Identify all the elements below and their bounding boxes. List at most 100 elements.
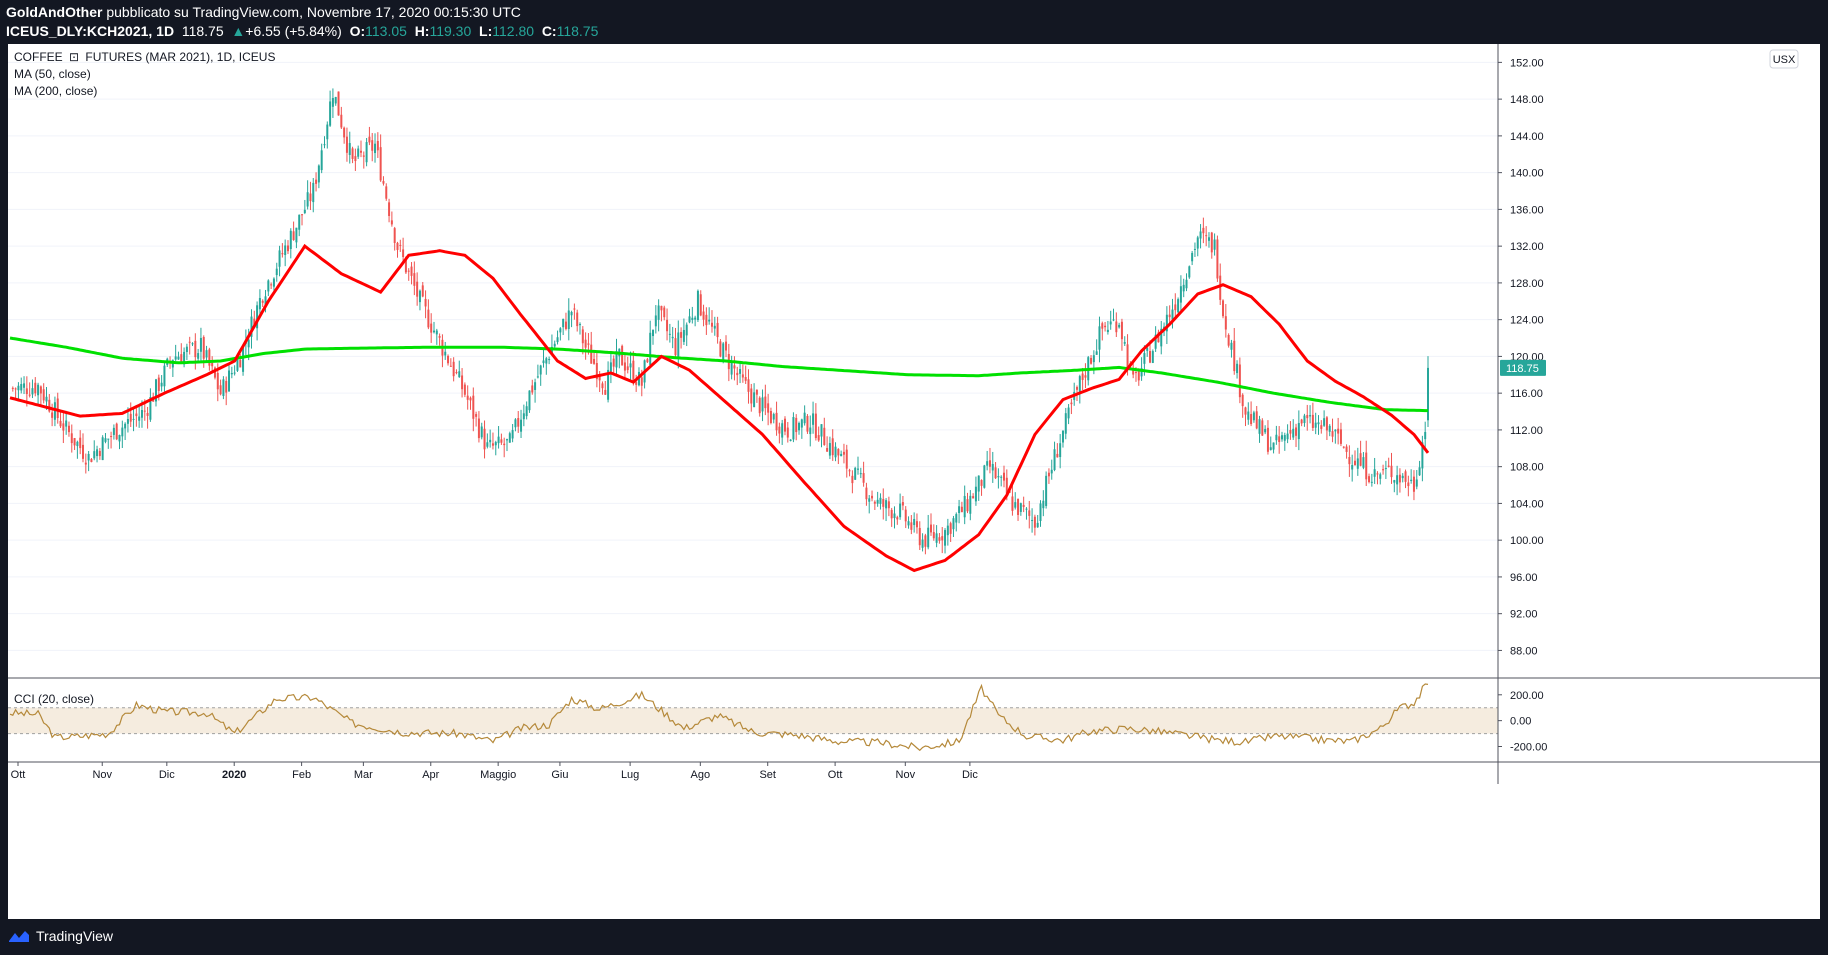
candle-body (1056, 453, 1059, 458)
price-badge: 118.75 (1500, 359, 1546, 376)
candle-body (486, 442, 489, 447)
candle-body (256, 305, 259, 329)
candle-body (598, 374, 601, 381)
candles-layer (11, 88, 1429, 555)
candle-body (112, 427, 115, 435)
chart-canvas[interactable]: 152.00 148.00 144.00 140.00 136.00 132.00 128.… (8, 44, 1820, 919)
arrow-up-icon: ▲ (231, 23, 246, 39)
grid (8, 61, 1498, 651)
author-name[interactable]: GoldAndOther (6, 4, 103, 20)
candle-body (702, 311, 705, 320)
candle-body (14, 388, 17, 390)
candle-body (382, 181, 385, 184)
candle-body (121, 427, 124, 437)
currency-button[interactable]: USX (1769, 49, 1799, 69)
candle-body (34, 382, 37, 394)
candle-body (84, 462, 87, 465)
candle-body (893, 513, 896, 519)
candle-body (455, 372, 458, 374)
candle-body (941, 536, 944, 541)
candle-body (104, 438, 107, 442)
candle-body (688, 316, 691, 323)
candle-body (199, 337, 202, 352)
candle-body (329, 101, 332, 126)
candle-body (946, 525, 949, 536)
candle-body (713, 325, 716, 329)
candle-body (1337, 428, 1340, 434)
candle-body (986, 461, 989, 466)
candle-body (1050, 469, 1053, 474)
candle-body (407, 270, 410, 272)
cci-tick-label: 0.00 (1510, 716, 1531, 728)
candle-body (267, 280, 270, 292)
candle-body (1017, 498, 1020, 515)
candle-body (1410, 479, 1413, 482)
candle-body (593, 358, 596, 364)
candle-body (494, 442, 497, 446)
candle-body (1146, 347, 1149, 351)
candle-body (708, 319, 711, 322)
candle-body (376, 140, 379, 151)
candle-body (913, 518, 916, 526)
candle-body (750, 388, 753, 404)
candle-body (781, 423, 784, 438)
candle-body (952, 518, 955, 530)
candle-body (1196, 237, 1199, 249)
candle-body (842, 451, 845, 455)
candle-body (949, 523, 952, 534)
candle-body (17, 385, 20, 391)
candle-body (23, 383, 26, 388)
candle-body (887, 501, 890, 509)
candle-body (1365, 452, 1368, 480)
candle-body (806, 415, 809, 432)
candle-body (944, 530, 947, 546)
candle-body (1334, 429, 1337, 432)
candle-body (1427, 367, 1429, 421)
candle-body (253, 318, 256, 327)
candle-body (531, 385, 534, 393)
candle-body (1171, 309, 1174, 320)
candle-body (272, 278, 275, 287)
candle-body (11, 387, 14, 389)
high-value: 119.30 (429, 23, 472, 39)
candle-body (977, 475, 980, 492)
currency-icon: ⊡ (69, 50, 79, 64)
candle-body (491, 443, 494, 446)
candle-body (1224, 316, 1227, 330)
candle-body (163, 365, 166, 387)
symbol-info: ICEUS_DLY:KCH2021, 1D 118.75 ▲+6.55 (+5.… (6, 23, 598, 39)
candle-body (955, 514, 958, 523)
scale-borders (8, 44, 1820, 784)
candle-body (1339, 429, 1342, 444)
candle-body (135, 413, 138, 417)
candle-body (1154, 334, 1157, 349)
candle-body (25, 388, 28, 395)
candle-body (124, 423, 127, 429)
candle-body (1353, 460, 1356, 466)
candle-body (500, 439, 503, 443)
chart-area[interactable]: 152.00 148.00 144.00 140.00 136.00 132.00 128.… (8, 44, 1820, 919)
candle-body (607, 369, 610, 400)
candle-body (390, 220, 393, 225)
candle-body (1134, 372, 1137, 374)
candle-body (741, 374, 744, 378)
candle-body (1241, 394, 1244, 407)
candle-body (90, 459, 93, 463)
candle-body (1300, 419, 1303, 424)
candle-body (28, 394, 31, 396)
top-bar: GoldAndOther pubblicato su TradingView.c… (0, 0, 1828, 44)
candle-body (1053, 449, 1056, 470)
candle-body (803, 412, 806, 424)
candle-body (388, 202, 391, 216)
candle-body (138, 416, 141, 421)
candle-body (315, 179, 318, 184)
candle-body (359, 150, 362, 153)
candle-body (1000, 476, 1003, 478)
candle-body (988, 460, 991, 467)
candle-body (458, 371, 461, 378)
candle-body (132, 418, 135, 420)
tradingview-logo[interactable]: TradingView (8, 928, 113, 944)
candle-body (848, 470, 851, 472)
candle-body (626, 366, 629, 371)
candle-body (963, 495, 966, 518)
